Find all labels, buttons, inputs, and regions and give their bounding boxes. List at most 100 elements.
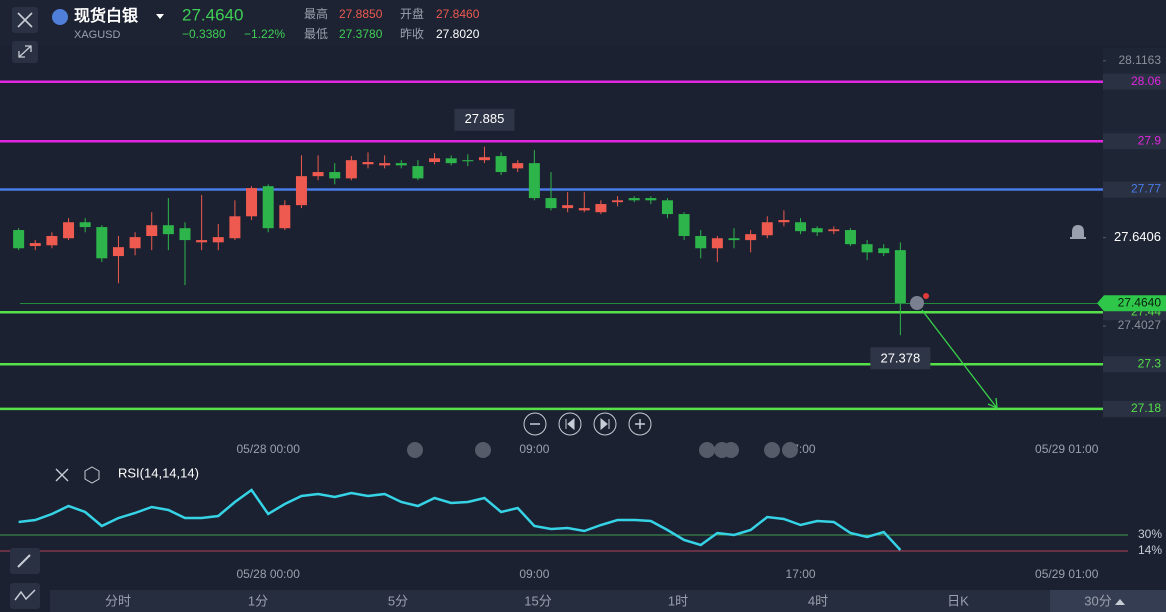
x-tick-label: 05/29 01:00	[1035, 567, 1099, 581]
candle-body	[445, 158, 457, 164]
tab[interactable]: 1时	[668, 593, 688, 608]
event-marker[interactable]	[764, 442, 780, 458]
stat-value: 27.3780	[339, 27, 383, 41]
candle-body	[578, 208, 590, 211]
tab[interactable]: 4时	[808, 593, 828, 608]
indicator-icon	[14, 589, 36, 601]
candle-body	[861, 244, 873, 253]
indicator-settings[interactable]	[84, 466, 100, 484]
info-icon[interactable]	[910, 296, 924, 310]
candle-body	[795, 222, 807, 232]
indicator-title: RSI(14,14,14)	[118, 465, 199, 480]
candle-body	[828, 229, 840, 232]
stat-label: 最高	[304, 6, 328, 21]
candle-body	[295, 176, 307, 206]
candle-body	[96, 227, 108, 259]
change: −0.3380	[182, 27, 226, 41]
candle-body	[362, 162, 374, 165]
zoom-controls	[523, 412, 652, 436]
threshold-label: 30%	[1138, 527, 1162, 541]
low-label-box	[870, 347, 931, 370]
candle-body	[545, 198, 557, 209]
candle-body	[329, 172, 341, 179]
candle-body	[761, 222, 773, 236]
level-label: 27.9	[1138, 133, 1162, 147]
candle-body	[844, 230, 856, 245]
indicator-tool[interactable]	[10, 583, 40, 609]
logo	[52, 9, 68, 25]
tab[interactable]: 1分	[248, 593, 268, 608]
level-label: 28.06	[1131, 74, 1161, 88]
event-marker[interactable]	[699, 442, 715, 458]
rsi-line	[18, 488, 902, 551]
candle-body	[112, 247, 124, 257]
level-label: 27.18	[1131, 401, 1161, 415]
event-marker[interactable]	[723, 442, 739, 458]
candle-body	[478, 157, 490, 161]
tab-caret	[1115, 599, 1125, 605]
level-label: 27.3	[1138, 356, 1162, 370]
dropdown-arrow[interactable]	[156, 14, 164, 19]
close-indicator[interactable]	[55, 468, 69, 482]
tab[interactable]: 15分	[524, 593, 551, 608]
candle-body	[162, 225, 174, 235]
stat-value: 27.8460	[436, 7, 480, 21]
candle-body	[196, 240, 208, 243]
candle-body	[412, 166, 424, 179]
candle-body	[146, 225, 158, 236]
candle-body	[395, 163, 407, 166]
x-tick-label: 05/28 00:00	[236, 442, 300, 456]
candle-body	[512, 163, 524, 169]
period-tabs: 分时 1分 5分 15分 1时 4时 日K 30分	[105, 590, 1166, 612]
candle-body	[63, 222, 75, 239]
candle-body	[312, 172, 324, 177]
stat-label: 昨收	[400, 27, 424, 41]
candle-body	[661, 200, 673, 215]
trend-arrow	[921, 309, 998, 410]
candle-body	[379, 163, 391, 166]
level-label-box	[1103, 73, 1166, 90]
candle-body	[495, 156, 507, 173]
candle-body	[745, 234, 757, 241]
stat-value: 27.8850	[339, 7, 383, 21]
rsi-chart: RSI(14,14,14) 30% 14% 05/28 00:00 09:00 17:00…	[0, 465, 1162, 581]
y-tick-label: 27.4027	[1118, 318, 1162, 332]
x-tick-label: 05/29 01:00	[1035, 442, 1099, 456]
candle-body	[345, 160, 357, 179]
candle-body	[462, 160, 474, 162]
candle-body	[429, 158, 441, 163]
candle-body	[246, 188, 258, 217]
candle-body	[562, 205, 574, 209]
level-label-box	[1103, 356, 1166, 373]
candle-body	[528, 163, 540, 199]
candle-body	[179, 228, 191, 241]
candle-body	[778, 220, 790, 223]
tab-bar	[50, 590, 1166, 612]
tab[interactable]: 30分	[1084, 593, 1111, 608]
candle-body	[894, 250, 906, 304]
instrument-name[interactable]: 现货白银	[74, 6, 139, 25]
candle-body	[678, 214, 690, 236]
candle-body	[79, 222, 91, 228]
x-tick-label: 09:00	[519, 567, 549, 581]
candle-chart: 28.0627.927.7727.4427.327.1828.116327.64…	[0, 53, 1166, 456]
candle-body	[628, 198, 640, 201]
candle-body	[612, 200, 624, 203]
y-tick-label: 28.1163	[1119, 53, 1162, 67]
tab[interactable]: 日K	[947, 593, 969, 608]
alert-bell[interactable]	[1070, 225, 1086, 239]
candle-body	[728, 238, 740, 241]
info-dot	[923, 293, 929, 299]
shrink-icon	[18, 45, 32, 58]
change-pct: −1.22%	[244, 27, 285, 41]
event-marker[interactable]	[782, 442, 798, 458]
candle-body	[229, 216, 241, 239]
event-marker[interactable]	[407, 442, 423, 458]
candle-body	[695, 236, 707, 249]
event-marker[interactable]	[475, 442, 491, 458]
tab[interactable]: 分时	[105, 593, 131, 608]
tab[interactable]: 5分	[388, 593, 408, 608]
